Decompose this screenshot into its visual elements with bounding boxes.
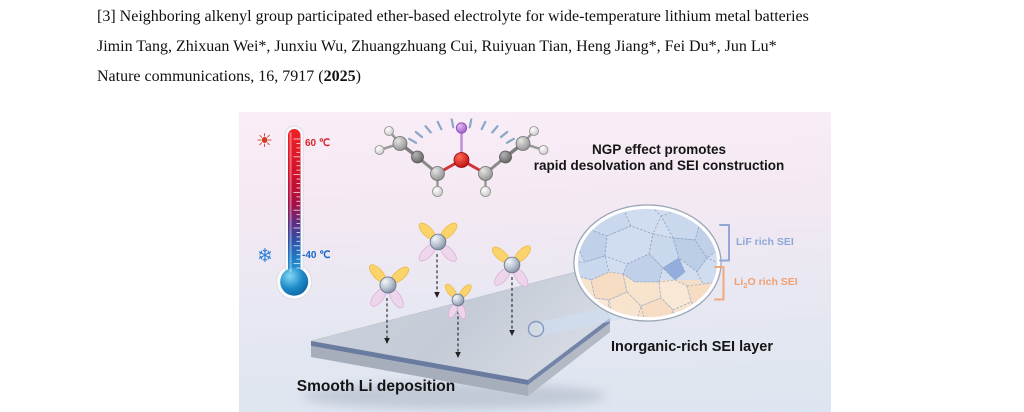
li2o-rich-sei-label: Li2O rich SEI (734, 276, 798, 291)
solvent-molecule (374, 118, 549, 197)
c-atom (411, 150, 424, 164)
li-ion-atom (455, 122, 468, 134)
abstract-figure-svg (276, 118, 730, 409)
li-ion-sphere (503, 256, 521, 274)
solvated-li-ion (444, 283, 472, 358)
thermometer-ticks (293, 138, 300, 269)
c-atom (430, 166, 445, 181)
publication-entry: [3] Neighboring alkenyl group participat… (97, 2, 997, 92)
solvated-li-ion (418, 222, 458, 298)
h-atom (529, 126, 539, 136)
sun-icon: ☀ (256, 131, 274, 152)
magnifier-source-circle (527, 320, 545, 338)
sei-magnifier (527, 204, 730, 338)
smooth-li-deposition-label: Smooth Li deposition (296, 378, 456, 395)
cold-temperature-label: -40 ℃ (302, 250, 331, 261)
ngp-interaction-dashes (408, 118, 515, 144)
o-atom (453, 152, 470, 168)
thermometer (276, 125, 313, 300)
citation-authors: Jimin Tang, Zhixuan Wei*, Junxiu Wu, Zhu… (97, 38, 777, 55)
graphical-abstract: ☀ ❄ 60 ℃ -40 ℃ NGP effect promotes rapid… (239, 112, 831, 412)
lif-rich-sei-label: LiF rich SEI (736, 236, 794, 248)
h-atom (538, 145, 549, 155)
li-ion-sphere (429, 233, 447, 251)
h-atom (384, 126, 394, 136)
ngp-title-line1: NGP effect promotes (591, 142, 727, 157)
c-atom (392, 136, 408, 151)
c-atom (515, 136, 531, 151)
c-atom (478, 166, 493, 181)
ngp-title-line2: rapid desolvation and SEI construction (533, 158, 785, 173)
snowflake-icon: ❄ (257, 246, 273, 267)
h-atom (432, 186, 443, 197)
c-atom (499, 150, 512, 164)
li2o-bracket (714, 266, 725, 301)
solvated-li-ion (369, 264, 410, 344)
li-ion-sphere (379, 276, 397, 294)
li-ion-sphere (451, 293, 465, 307)
lif-crystals (578, 209, 717, 285)
citation-journal: Nature communications, 16, 7917 (2025) (97, 68, 361, 85)
citation-title: [3] Neighboring alkenyl group participat… (97, 8, 809, 25)
h-atom (480, 186, 491, 197)
inorganic-sei-label: Inorganic-rich SEI layer (611, 339, 773, 355)
hot-temperature-label: 60 ℃ (305, 138, 331, 149)
lif-bracket (719, 224, 730, 262)
ngp-title: NGP effect promotes rapid desolvation an… (509, 142, 809, 174)
h-atom (374, 145, 385, 155)
solvated-li-ion (491, 245, 532, 336)
solvated-li-ions (369, 222, 532, 358)
li-deposition-slab (302, 269, 611, 409)
